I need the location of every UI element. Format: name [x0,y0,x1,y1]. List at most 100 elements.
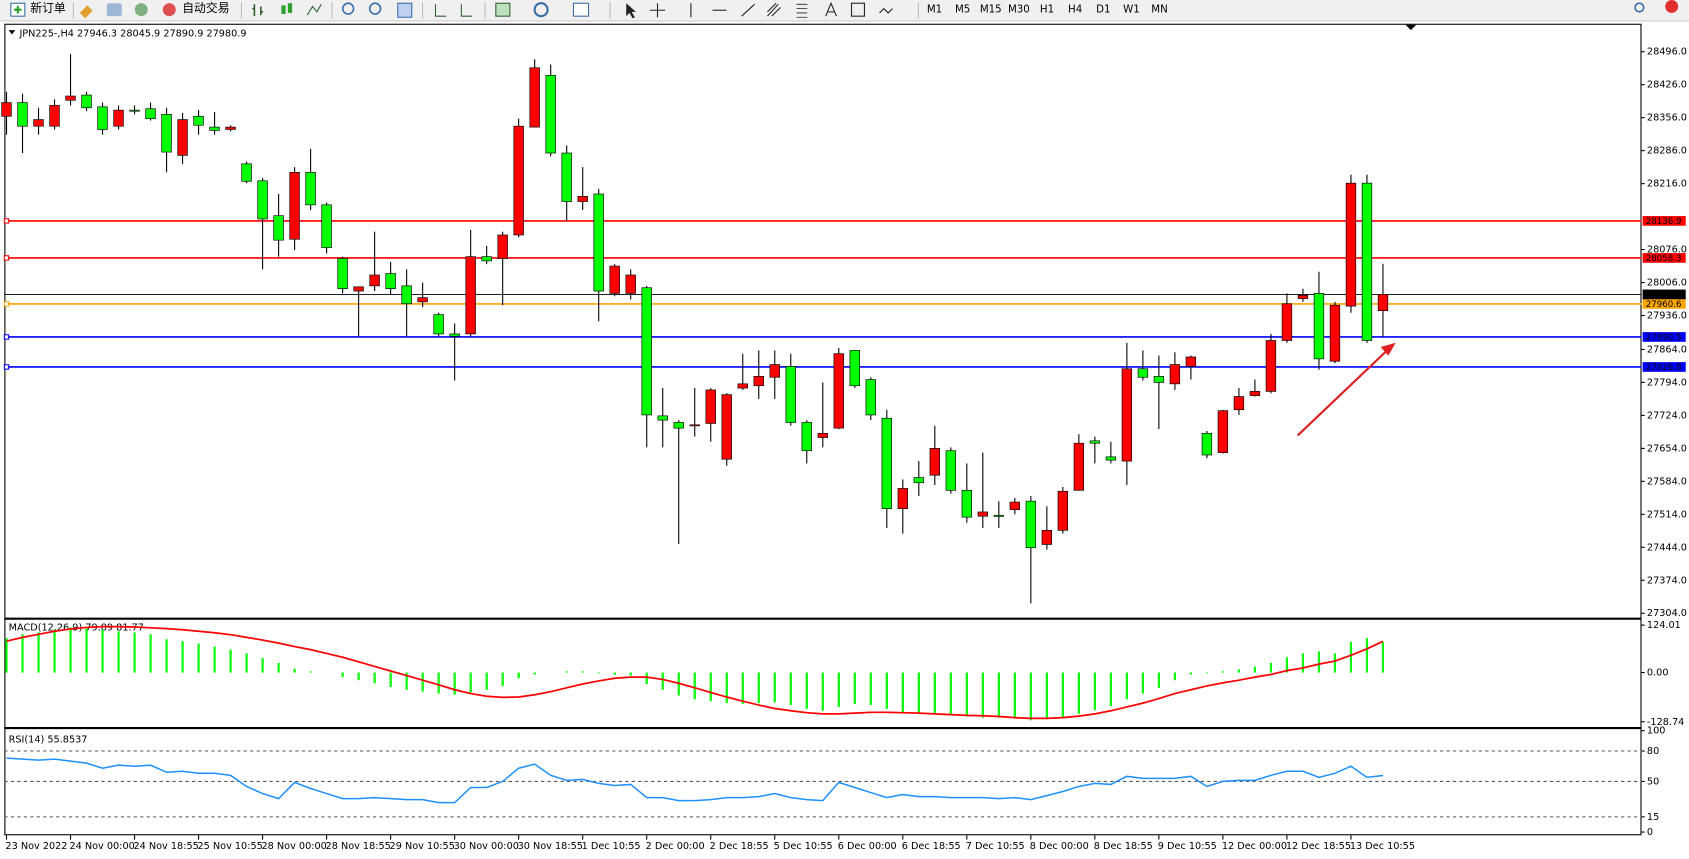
x-tick-label: 24 Nov 18:55 [133,841,198,852]
y-tick-label: 28216.0 [1647,179,1687,190]
candle-body [609,265,620,294]
macd-bar [629,672,632,676]
periods-icon[interactable] [533,2,549,18]
candle-body [993,514,1005,517]
candle-body [641,287,652,416]
candle-body [241,163,252,182]
x-tick-label: 25 Nov 10:55 [198,841,263,852]
notification-badge[interactable] [1665,0,1679,13]
candle-body [769,364,780,378]
x-tick-label: 12 Dec 18:55 [1286,841,1351,852]
candle-body [721,394,732,460]
scroll-icon[interactable] [434,4,447,17]
tool-icon[interactable] [79,5,93,19]
candle-body [337,258,348,290]
level-tag-label: 28136.9 [1646,217,1682,227]
timeframe-button[interactable]: M1 [927,5,942,16]
macd-title: MACD(12,26,9) [9,622,83,633]
y-tick-label: 27374.0 [1647,575,1687,586]
macd-bar [469,672,472,693]
macd-bar [229,649,232,673]
x-tick-label: 28 Nov 00:00 [262,841,327,852]
indicators-icon[interactable] [495,2,511,17]
macd-bar [1333,653,1337,673]
macd-bar [997,672,1000,718]
zoom-in-icon[interactable] [341,2,355,15]
candle-body [1313,293,1325,360]
candle-body [1025,500,1037,549]
line-chart-icon[interactable] [306,4,322,16]
macd-bar [1269,662,1273,673]
macd-bar [821,672,824,711]
level-tag-label: 28058.3 [1646,254,1682,264]
macd-bar [117,631,120,673]
plot-layer: 28496.0 28426.0 28356.0 28286.0 28216.0 28076… [1,47,1687,852]
search-icon[interactable] [1634,2,1645,13]
macd-bar [741,672,744,704]
y-tick-label: 27584.0 [1647,476,1687,487]
rsi-title: RSI(14) [9,734,45,745]
tile-icon[interactable] [397,2,413,18]
timeframe-button[interactable]: H1 [1040,5,1054,16]
trendline-icon[interactable] [741,3,755,17]
y-tick-label: 27724.0 [1647,410,1687,421]
y-tick-label: 27444.0 [1647,542,1687,553]
macd-bar [757,672,760,704]
level-anchor [3,255,10,261]
candle-body [1297,294,1309,299]
timeframe-button[interactable]: D1 [1096,5,1110,16]
templates-icon[interactable] [572,2,590,17]
shift-icon[interactable] [460,4,473,17]
candle-body [913,477,924,484]
candle-body [1249,391,1261,396]
candle-body [177,119,188,156]
macd-bar [341,672,344,678]
candle-body [1361,182,1373,341]
crosshair-icon[interactable] [649,3,666,18]
timeframe-button[interactable]: M5 [955,5,970,16]
zoom-out-icon[interactable] [368,2,382,15]
candle-body [1057,490,1069,531]
channel-icon[interactable] [767,2,781,17]
x-tick-label: 24 Nov 00:00 [69,841,134,852]
candle-icon[interactable] [281,5,286,15]
cursor-icon[interactable] [626,3,636,19]
macd-bar [1381,642,1385,673]
timeframe-button[interactable]: M15 [980,5,1002,16]
timeframe-button[interactable]: H4 [1068,5,1082,16]
candle-body [1265,340,1277,392]
candle-body [17,102,28,127]
tool-icon[interactable] [106,3,122,17]
y-tick-label: 27654.0 [1647,443,1687,454]
label-icon[interactable] [850,2,865,17]
candle-body [33,119,44,127]
text-icon[interactable] [825,1,837,17]
candle-body [1185,356,1197,367]
tool-icon[interactable] [134,3,148,17]
timeframe-button[interactable]: M30 [1008,5,1030,16]
fibonacci-icon[interactable] [796,3,808,18]
bar-chart-icon[interactable] [252,4,264,17]
timeframe-button[interactable]: MN [1151,5,1167,16]
level-tag-label: 27960.6 [1646,300,1682,310]
auto-trading-button[interactable]: 自动交易 [162,1,230,17]
macd-bar [901,672,904,713]
candle-icon[interactable] [287,3,293,13]
candle-body [113,109,124,127]
new-order-button[interactable]: 新订单 [10,1,66,17]
macd-bar [1109,672,1112,707]
arrows-icon[interactable] [879,7,893,14]
macd-bar [1029,672,1032,721]
candle-body [97,106,108,130]
macd-bar [725,672,728,704]
candle-body [929,448,940,476]
symbol: JPN225-,H4 [18,28,73,39]
y-tick-label: 27864.0 [1647,344,1687,355]
candle-body [129,109,140,112]
y-tick-label: 124.01 [1647,620,1681,631]
macd-bar [853,672,856,704]
macd-bar [357,672,360,681]
timeframe-button[interactable]: W1 [1123,5,1140,16]
level-tag [1642,299,1686,309]
